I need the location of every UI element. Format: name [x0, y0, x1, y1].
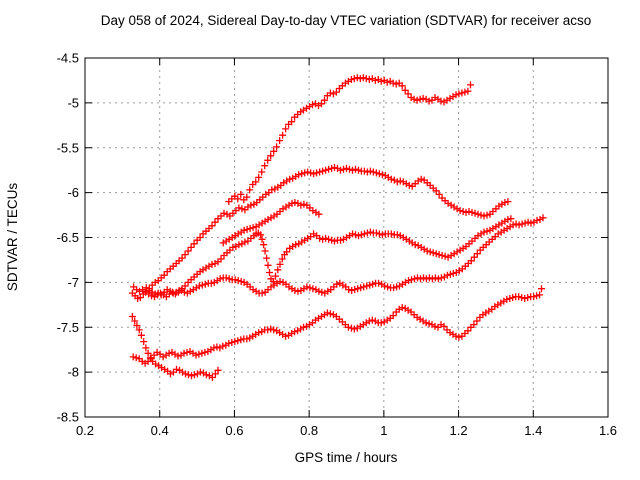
y-tick-label: -7	[67, 275, 79, 290]
x-tick-label: 0.2	[76, 423, 94, 438]
x-tick-label: 1.4	[524, 423, 542, 438]
axis-layer: 0.2 0.4 0.6 0.8 1 1.2 1.4 1.6 -8.5 -8 -7.5 -7 -6.5 -6…	[57, 51, 617, 439]
x-tick-label: 0.4	[151, 423, 169, 438]
series-arc7-bottom-dip-markers	[128, 313, 222, 381]
series-arc2-long-rise-markers	[128, 164, 512, 302]
series-arc5-flat-seven-markers	[130, 214, 547, 301]
x-tick-label: 1.6	[599, 423, 617, 438]
x-tick-label: 1.2	[450, 423, 468, 438]
y-tick-label: -5.5	[57, 140, 79, 155]
y-tick-label: -8	[67, 365, 79, 380]
y-tick-label: -6.5	[57, 230, 79, 245]
y-tick-label: -8.5	[57, 410, 79, 425]
x-axis-label: GPS time / hours	[295, 450, 398, 465]
y-axis-label: SDTVAR / TECUs	[5, 183, 20, 292]
chart-title: Day 058 of 2024, Sidereal Day-to-day VTE…	[101, 13, 591, 28]
series-arc4-short-riser-markers	[219, 199, 323, 247]
x-tick-label: 0.8	[300, 423, 318, 438]
series-layer	[128, 74, 547, 381]
y-tick-label: -7.5	[57, 320, 79, 335]
series-arc6-lower-band-markers	[129, 285, 545, 367]
y-tick-label: -6	[67, 185, 79, 200]
series-arc3-wavy-mid-markers	[142, 215, 515, 299]
y-tick-label: -5	[67, 95, 79, 110]
y-tick-label: -4.5	[57, 51, 79, 66]
x-tick-label: 1	[380, 423, 387, 438]
x-tick-label: 0.6	[225, 423, 243, 438]
series-arc1-top-markers	[225, 74, 474, 206]
